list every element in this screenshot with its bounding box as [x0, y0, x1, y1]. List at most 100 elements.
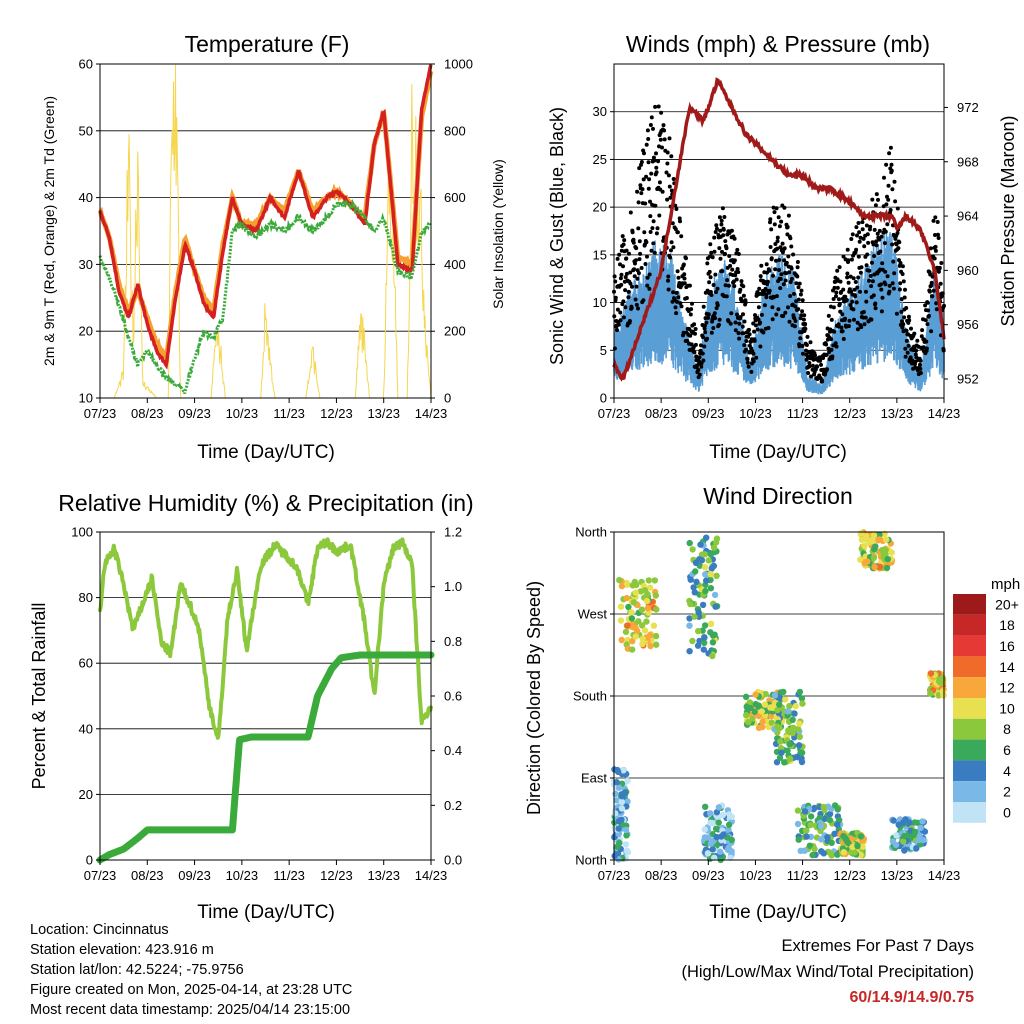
gust-point [735, 247, 740, 252]
y-tick-label: 40 [79, 190, 93, 205]
gust-point [862, 244, 867, 249]
gust-point [676, 295, 681, 300]
gust-point [621, 299, 626, 304]
direction-point [624, 622, 631, 629]
gust-point [829, 337, 834, 342]
gust-point [832, 329, 837, 334]
gust-point [737, 336, 742, 341]
gust-point [658, 137, 663, 142]
gust-point [768, 217, 773, 222]
gust-point [696, 367, 701, 372]
legend-swatch [953, 739, 986, 761]
gust-point [782, 246, 787, 251]
gust-point [899, 309, 904, 314]
gust-point [771, 295, 776, 300]
gust-point [693, 327, 698, 331]
direction-point [927, 670, 935, 677]
gust-point [661, 238, 666, 243]
gust-point [903, 287, 907, 292]
legend-label: 8 [1003, 721, 1011, 737]
gust-point [720, 269, 725, 274]
gust-point [888, 145, 893, 150]
gust-point [879, 234, 884, 239]
gust-point [758, 274, 763, 279]
gust-point [624, 256, 629, 261]
direction-cluster [771, 688, 806, 766]
gust-point [645, 128, 650, 133]
gust-point [648, 123, 653, 127]
gust-point [871, 293, 876, 298]
gust-point [764, 262, 769, 267]
x-tick-label: 12/23 [833, 868, 866, 883]
gust-point [767, 268, 772, 273]
gust-point [671, 245, 676, 250]
direction-point [817, 823, 825, 830]
direction-point [703, 577, 710, 584]
gust-point [893, 236, 898, 241]
direction-point [827, 850, 835, 857]
direction-point [713, 572, 720, 579]
gust-point [708, 290, 713, 294]
gust-point [841, 254, 846, 259]
gust-point [733, 328, 738, 333]
gust-point [717, 246, 722, 251]
gust-point [715, 286, 720, 291]
gust-point [877, 237, 882, 242]
direction-point [613, 779, 620, 786]
direction-point [630, 599, 637, 606]
gust-point [742, 343, 747, 348]
gust-point [886, 183, 891, 188]
gust-point [633, 261, 637, 266]
direction-point [716, 848, 724, 855]
gust-point [758, 320, 763, 325]
gust-point [864, 289, 868, 294]
gust-point [707, 269, 712, 274]
direction-point [782, 696, 789, 703]
gust-point [931, 288, 936, 293]
direction-point [618, 793, 626, 800]
direction-point [816, 814, 823, 822]
gust-point [892, 271, 897, 276]
gust-point [845, 275, 850, 280]
gust-point [890, 281, 895, 286]
temperature-frame [99, 63, 432, 399]
direction-point [871, 545, 878, 553]
direction-point [892, 841, 900, 849]
gust-point [939, 261, 944, 265]
gust-point [638, 183, 643, 188]
legend-swatch [953, 614, 986, 636]
gust-point [755, 327, 760, 332]
gust-point [643, 262, 648, 266]
gust-point [743, 300, 748, 305]
gust-point [929, 280, 934, 285]
y2-tick-label: 964 [957, 209, 979, 224]
x-tick-label: 09/23 [178, 868, 211, 883]
gust-point [887, 151, 892, 156]
gust-point [646, 160, 651, 165]
gust-point [675, 230, 680, 235]
gust-point [628, 270, 633, 275]
direction-point [701, 551, 709, 558]
gust-point [711, 326, 716, 330]
x-tick-label: 10/23 [739, 406, 772, 421]
gust-point [617, 252, 622, 257]
gust-point [858, 235, 863, 240]
y2-tick-label: 0 [444, 391, 451, 406]
gust-point [783, 278, 788, 283]
gust-point [904, 328, 909, 333]
direction-point [618, 582, 626, 590]
direction-point [709, 846, 716, 853]
direction-point [752, 691, 759, 698]
gust-point [623, 288, 628, 293]
gust-point [761, 330, 766, 335]
gust-point [887, 283, 892, 288]
gust-point [740, 299, 745, 304]
direction-title: Wind Direction [703, 483, 853, 509]
y-tick-label: North [575, 853, 607, 868]
gust-point [868, 273, 873, 278]
direction-point [861, 542, 868, 550]
gust-point [788, 294, 793, 298]
direction-point [702, 803, 709, 810]
gust-point [885, 274, 890, 279]
